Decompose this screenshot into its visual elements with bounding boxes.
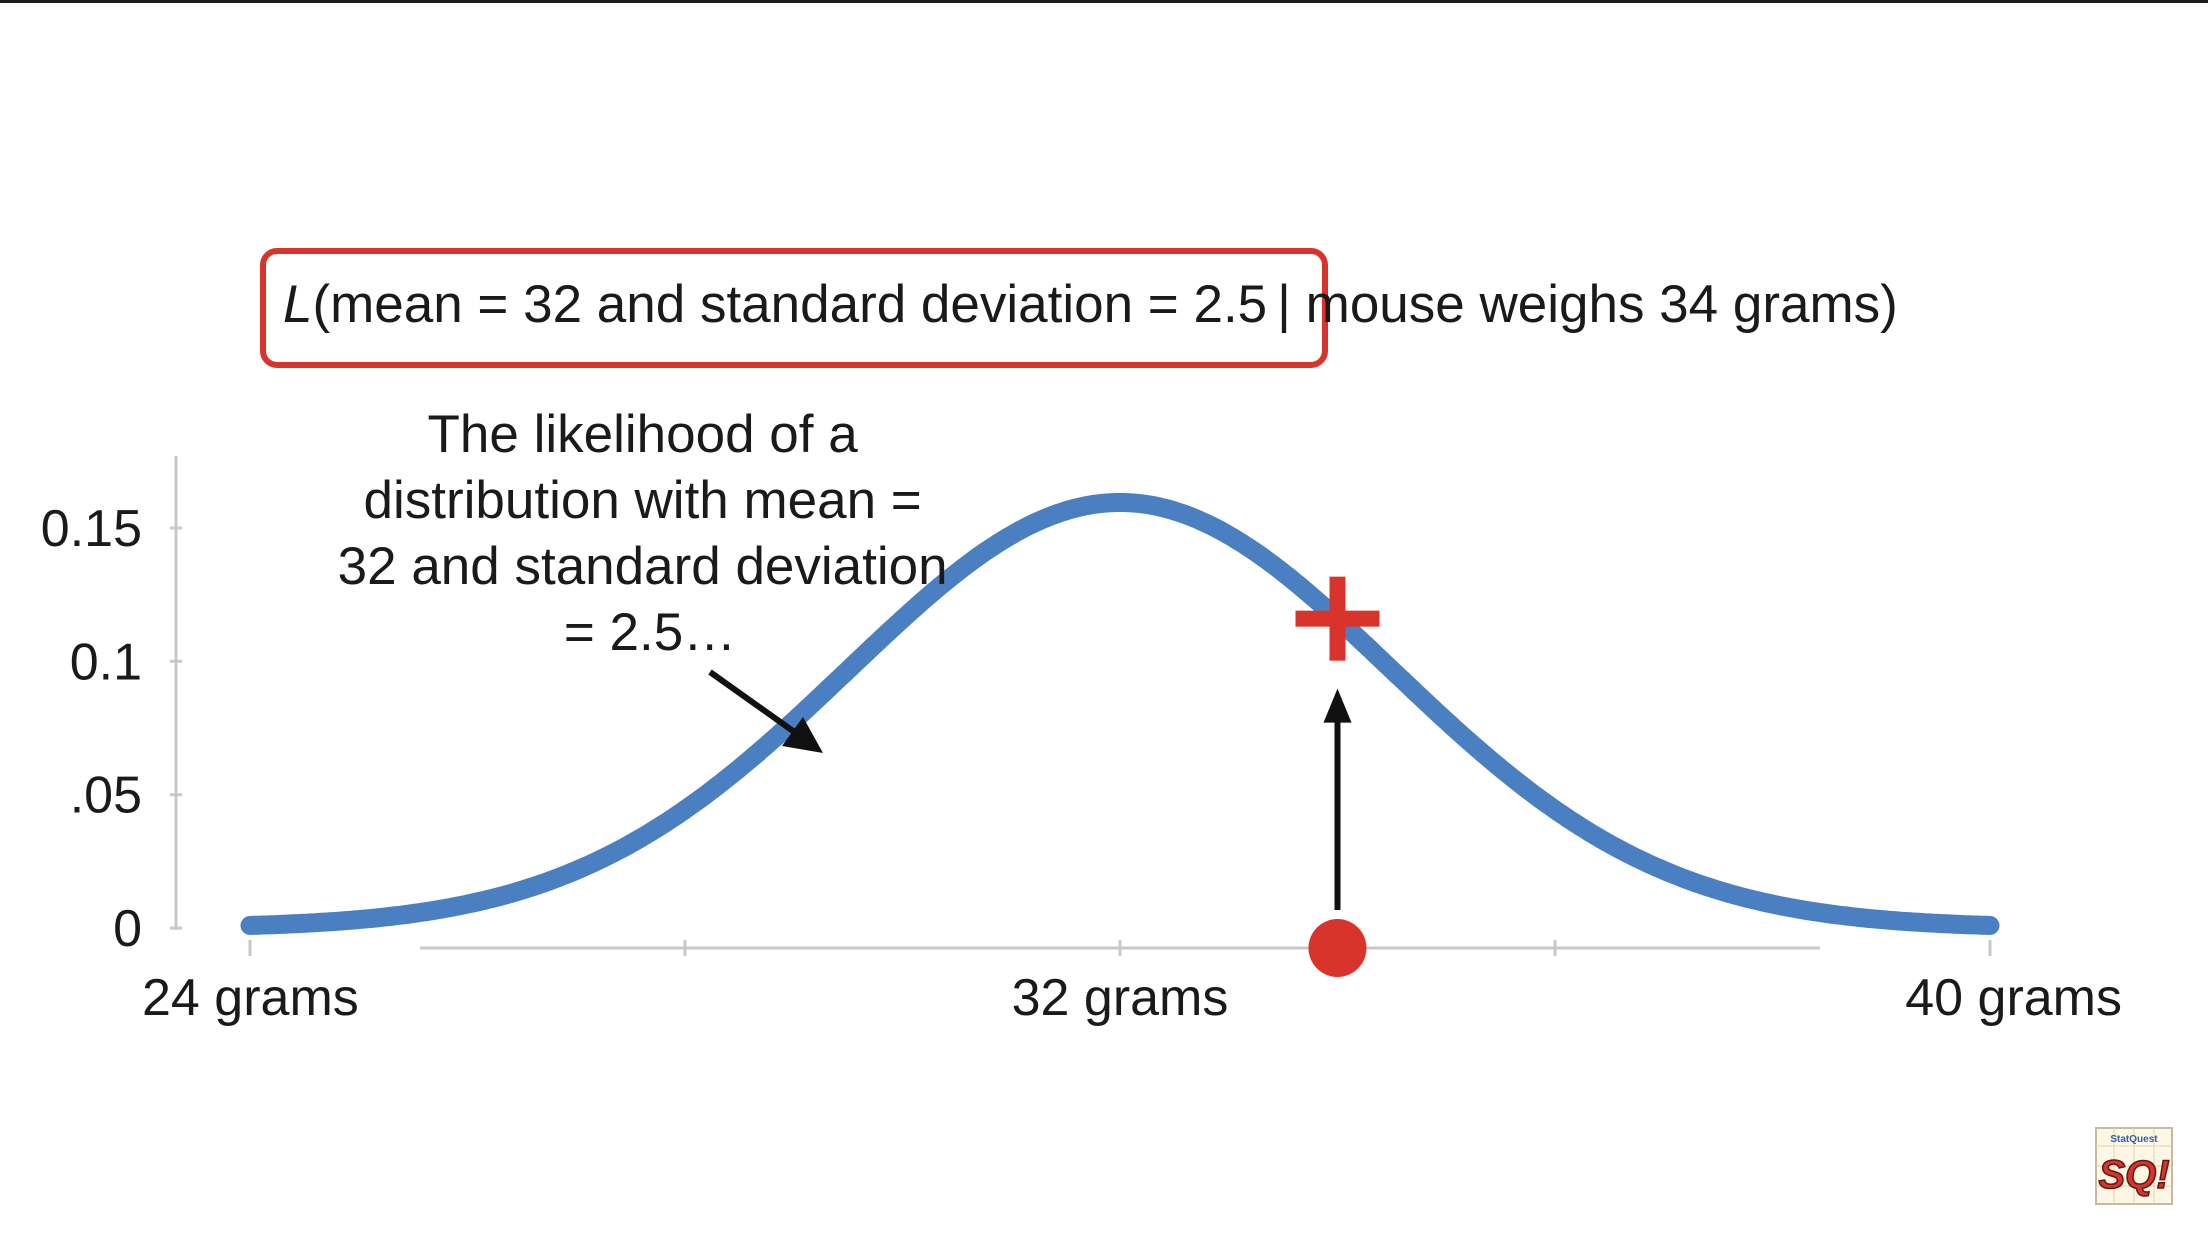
x-tick-label: 24 grams bbox=[142, 969, 359, 1027]
logo-grid bbox=[2096, 1128, 2172, 1204]
likelihood-marker bbox=[1295, 576, 1380, 661]
formula-params: (mean = 32 and standard deviation = 2.5 bbox=[312, 275, 1267, 334]
annotation-line-4: = 2.5… bbox=[564, 603, 736, 662]
x-ticks: 24 grams 32 grams 40 grams bbox=[142, 940, 2122, 1027]
formula: L(mean = 32 and standard deviation = 2.5… bbox=[283, 275, 1898, 334]
annotation-arrow-shaft bbox=[708, 669, 802, 739]
logo-text: SQ! bbox=[2098, 1153, 2169, 1197]
x-tick-label: 40 grams bbox=[1905, 969, 2122, 1027]
annotation-line-1: The likelihood of a bbox=[428, 405, 859, 464]
annotation-arrow-head bbox=[782, 717, 823, 753]
logo-small-text: StatQuest bbox=[2110, 1134, 2158, 1145]
y-tick-label: 0.1 bbox=[70, 633, 142, 691]
statquest-logo: StatQuest SQ! bbox=[2095, 1127, 2173, 1205]
x-tick-label: 32 grams bbox=[1012, 969, 1229, 1027]
observation-point bbox=[1308, 919, 1367, 977]
y-tick-label: 0 bbox=[113, 900, 142, 958]
formula-condition: | mouse weighs 34 grams) bbox=[1277, 275, 1898, 334]
likelihood-symbol: L bbox=[283, 275, 312, 334]
observation-arrow-head bbox=[1323, 688, 1352, 723]
y-tick-label: .05 bbox=[70, 767, 142, 825]
highlight-box bbox=[260, 248, 1328, 368]
top-border bbox=[0, 0, 2208, 3]
annotation-line-2: distribution with mean = bbox=[364, 471, 922, 530]
annotation-text: The likelihood of a distribution with me… bbox=[338, 405, 963, 662]
annotation-line-3: 32 and standard deviation bbox=[338, 537, 948, 596]
series-line bbox=[240, 493, 2000, 935]
likelihood-marker-v bbox=[1329, 576, 1346, 661]
y-tick-label: 0.15 bbox=[41, 500, 142, 558]
y-ticks: 0 .05 0.1 0.15 bbox=[41, 500, 182, 958]
